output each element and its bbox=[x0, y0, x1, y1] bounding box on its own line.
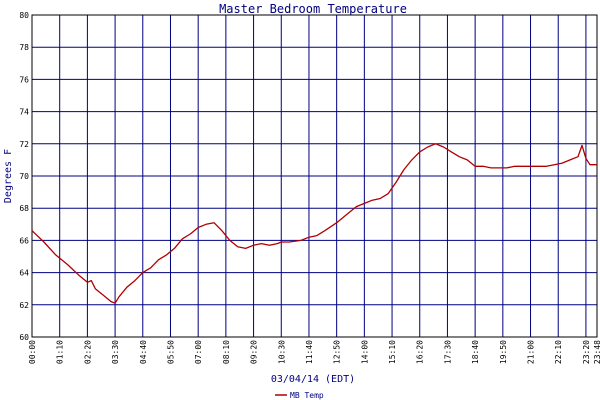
y-tick-label: 68 bbox=[19, 204, 29, 213]
chart-title: Master Bedroom Temperature bbox=[219, 2, 407, 16]
x-tick-label: 08:10 bbox=[222, 340, 231, 364]
y-tick-label: 78 bbox=[19, 43, 29, 52]
x-tick-label: 11:40 bbox=[305, 340, 314, 364]
y-tick-label: 70 bbox=[19, 172, 29, 181]
x-tick-label: 05:50 bbox=[166, 340, 175, 364]
y-tick-label: 66 bbox=[19, 236, 29, 245]
x-tick-label: 22:10 bbox=[554, 340, 563, 364]
x-tick-label: 07:00 bbox=[194, 340, 203, 364]
series-layer bbox=[31, 143, 597, 304]
series-line-mb-temp bbox=[31, 143, 597, 304]
plot-border bbox=[31, 14, 598, 338]
y-tick-label: 72 bbox=[19, 140, 29, 149]
legend-label: MB Temp bbox=[290, 391, 324, 400]
y-tick-labels: 60 62 64 66 68 70 72 74 76 78 80 bbox=[19, 11, 29, 342]
x-tick-labels: 00:00 01:10 02:20 03:30 04:40 05:50 07:00 08:10… bbox=[28, 340, 600, 364]
x-tick-label: 12:50 bbox=[333, 340, 342, 364]
x-tick-label: 19:50 bbox=[499, 340, 508, 364]
x-tick-label: 23:20 bbox=[582, 340, 591, 364]
x-tick-label: 18:40 bbox=[471, 340, 480, 364]
y-tick-label: 64 bbox=[19, 269, 29, 278]
legend: MB Temp bbox=[275, 391, 324, 400]
y-tick-label: 76 bbox=[19, 75, 29, 84]
y-tick-label: 60 bbox=[19, 333, 29, 342]
x-tick-label: 01:10 bbox=[56, 340, 65, 364]
x-tick-label: 21:00 bbox=[527, 340, 536, 364]
y-tick-label: 80 bbox=[19, 11, 29, 20]
x-tick-label: 09:20 bbox=[250, 340, 259, 364]
x-tick-label: 02:20 bbox=[83, 340, 92, 364]
x-tick-label: 15:10 bbox=[388, 340, 397, 364]
y-axis-label: Degrees F bbox=[3, 149, 14, 203]
y-tick-label: 74 bbox=[19, 108, 29, 117]
x-tick-label: 16:20 bbox=[416, 340, 425, 364]
x-tick-label: 17:30 bbox=[443, 340, 452, 364]
x-tick-label: 04:40 bbox=[139, 340, 148, 364]
x-axis-label: 03/04/14 (EDT) bbox=[271, 374, 355, 385]
x-tick-label: 23:48 bbox=[593, 340, 600, 364]
x-tick-label: 00:00 bbox=[28, 340, 37, 364]
x-tick-label: 03:30 bbox=[111, 340, 120, 364]
x-tick-label: 14:00 bbox=[360, 340, 369, 364]
x-tick-label: 10:30 bbox=[277, 340, 286, 364]
y-tick-label: 62 bbox=[19, 301, 29, 310]
